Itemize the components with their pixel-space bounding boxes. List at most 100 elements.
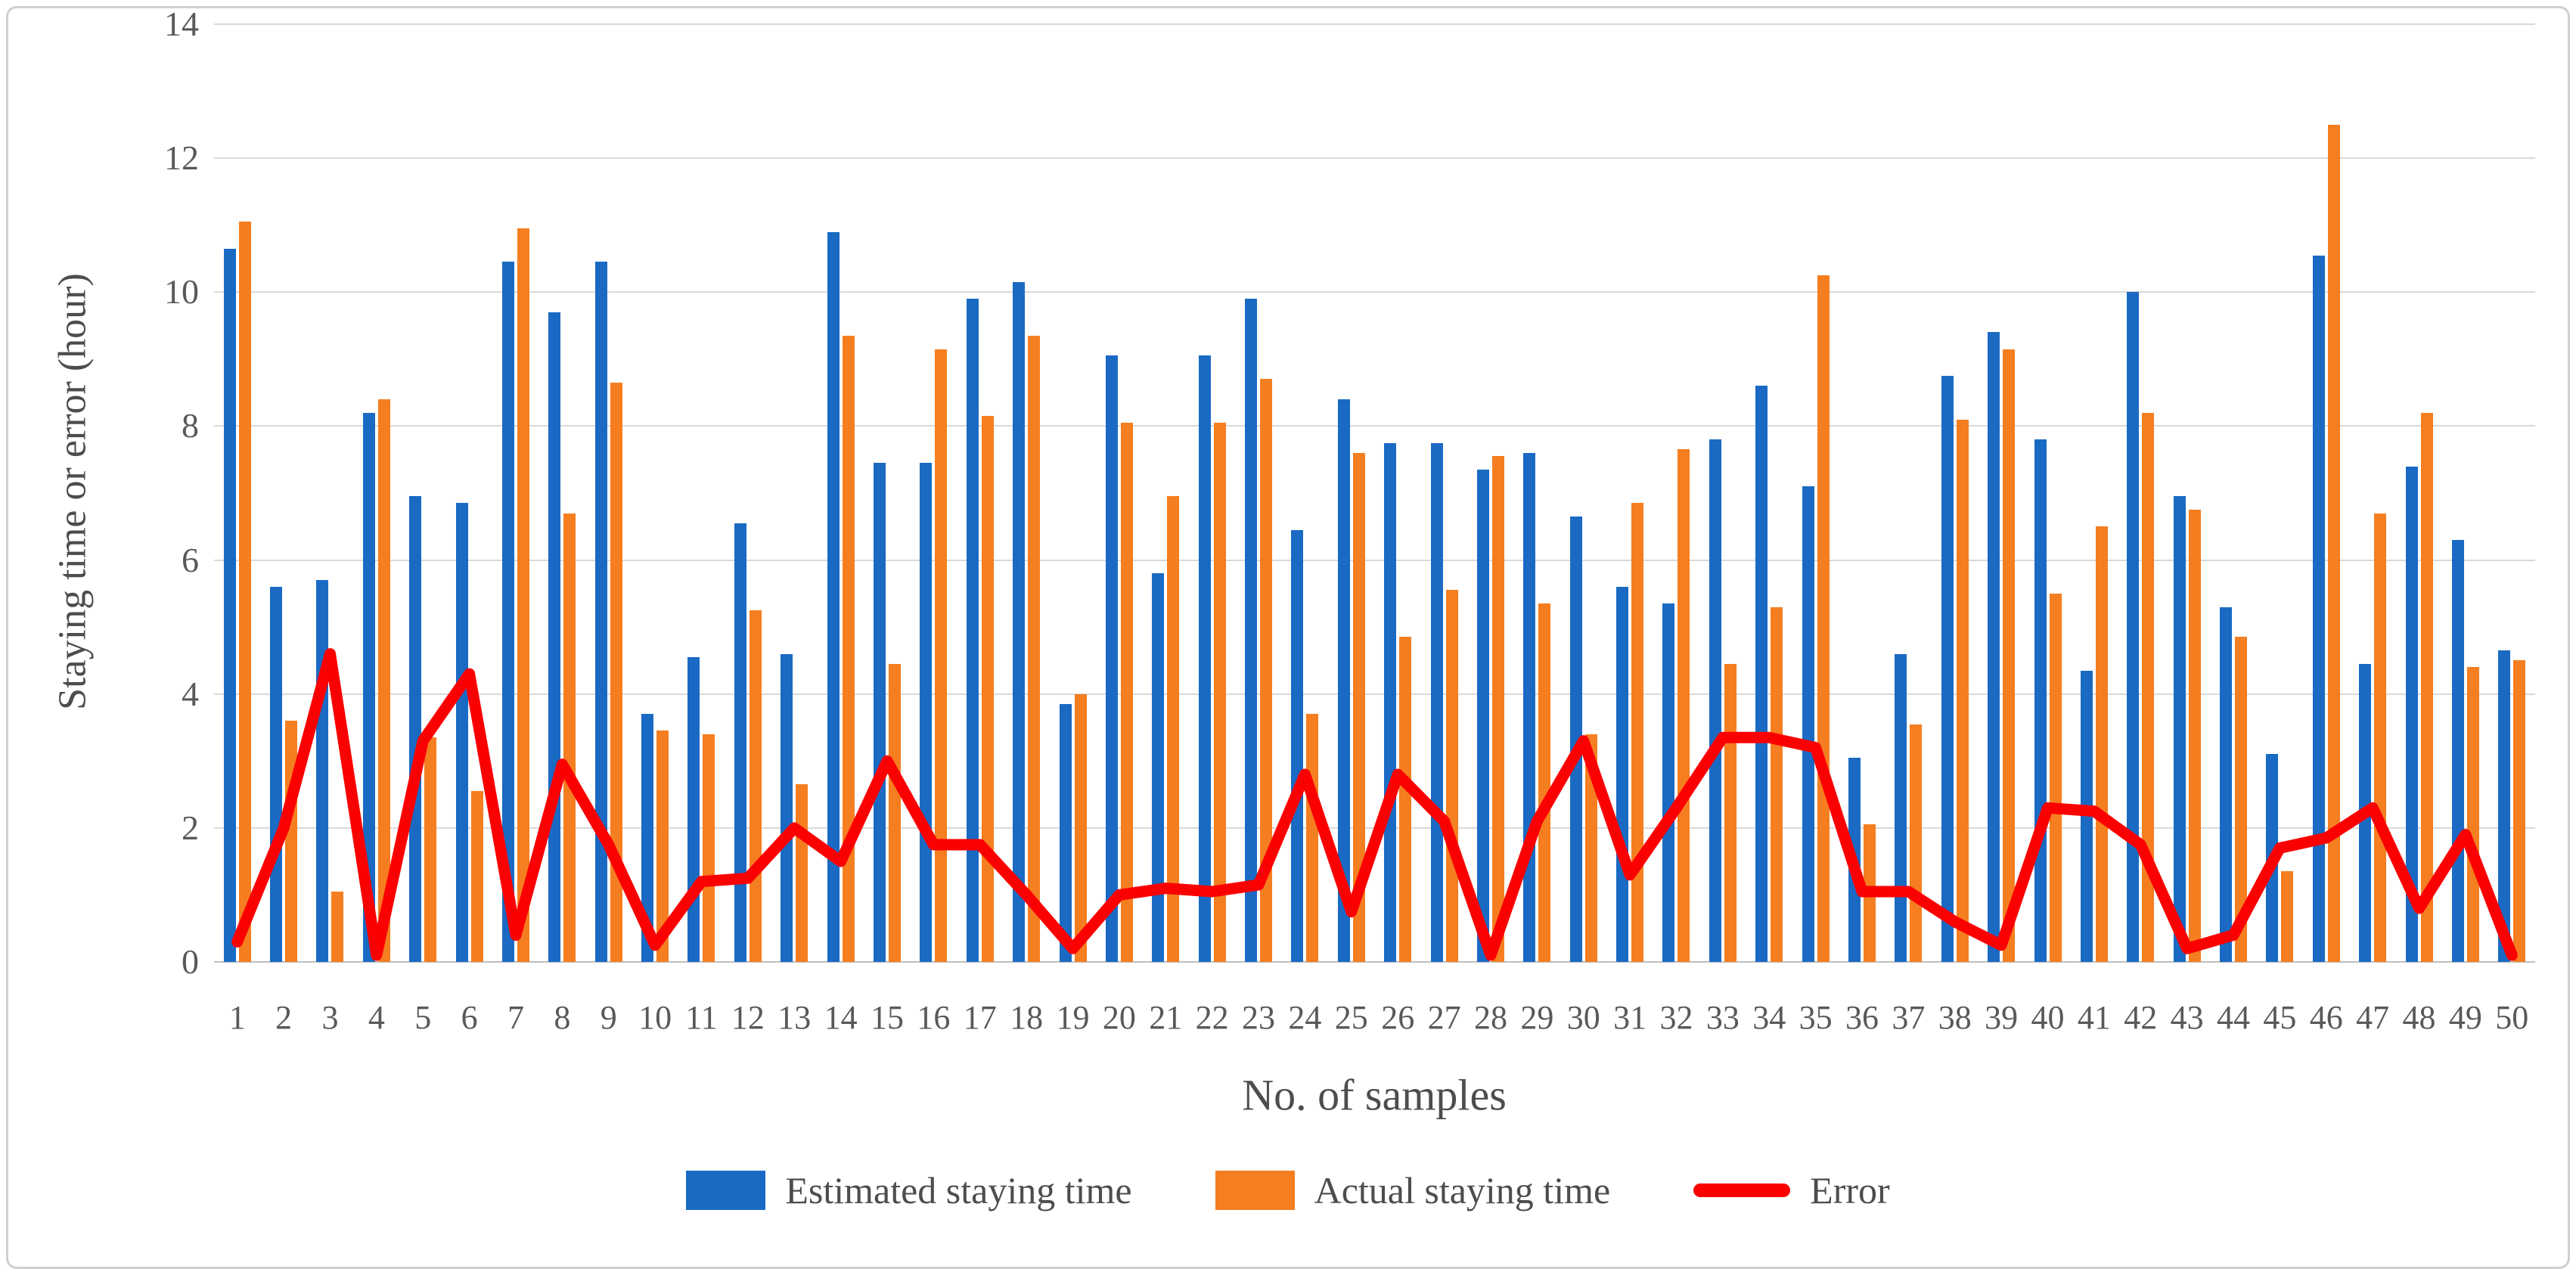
- bar-estimated-20: [1105, 355, 1118, 962]
- x-tick-label-10: 10: [638, 999, 672, 1036]
- x-tick-label-7: 7: [507, 999, 524, 1036]
- x-tick-label-23: 23: [1242, 999, 1276, 1036]
- x-tick-label-1: 1: [228, 999, 246, 1036]
- bar-actual-30: [1584, 734, 1597, 962]
- x-tick-label-44: 44: [2217, 999, 2251, 1036]
- x-tick-label-41: 41: [2077, 999, 2111, 1036]
- bar-actual-42: [2142, 412, 2155, 962]
- bar-estimated-30: [1569, 517, 1582, 962]
- bar-estimated-9: [594, 262, 607, 962]
- x-tick-label-8: 8: [554, 999, 571, 1036]
- x-tick-label-45: 45: [2263, 999, 2297, 1036]
- bar-actual-26: [1399, 637, 1412, 962]
- x-tick-label-15: 15: [871, 999, 904, 1036]
- bar-actual-25: [1352, 452, 1365, 962]
- legend-label-estimated: Estimated staying time: [785, 1169, 1132, 1211]
- bar-actual-38: [1956, 419, 1969, 962]
- bar-estimated-15: [874, 463, 886, 962]
- bar-estimated-19: [1059, 704, 1072, 962]
- y-tick-label-10: 10: [164, 272, 199, 312]
- x-tick-label-48: 48: [2402, 999, 2436, 1036]
- bar-actual-5: [424, 737, 437, 962]
- bar-estimated-14: [827, 231, 840, 962]
- y-tick-label-0: 0: [182, 942, 199, 981]
- bar-actual-34: [1771, 606, 1783, 962]
- bar-estimated-50: [2498, 650, 2511, 962]
- x-tick-label-25: 25: [1334, 999, 1368, 1036]
- x-tick-label-37: 37: [1892, 999, 1926, 1036]
- gridline-8: [214, 425, 2535, 427]
- y-tick-label-12: 12: [164, 138, 199, 178]
- x-tick-label-3: 3: [321, 999, 339, 1036]
- x-axis-title: No. of samples: [1242, 1070, 1507, 1120]
- bar-estimated-37: [1895, 653, 1907, 962]
- x-tick-label-29: 29: [1520, 999, 1554, 1036]
- legend-item-actual: Actual staying time: [1215, 1168, 1611, 1212]
- bar-estimated-44: [2220, 606, 2233, 962]
- bar-actual-21: [1167, 496, 1180, 962]
- x-tick-label-30: 30: [1566, 999, 1600, 1036]
- error-line: [231, 648, 2518, 961]
- y-axis-title: Staying time or error (hour): [51, 273, 95, 710]
- error-polyline: [231, 648, 2518, 961]
- bar-actual-50: [2513, 660, 2526, 962]
- y-tick-label-14: 14: [164, 5, 199, 43]
- x-tick-label-33: 33: [1705, 999, 1740, 1036]
- bar-estimated-28: [1476, 470, 1489, 962]
- y-tick-label-8: 8: [182, 406, 199, 445]
- bar-estimated-13: [781, 653, 793, 962]
- x-tick-label-43: 43: [2170, 999, 2204, 1036]
- x-tick-label-26: 26: [1381, 999, 1415, 1036]
- x-tick-label-46: 46: [2309, 999, 2343, 1036]
- bar-actual-20: [1120, 423, 1133, 962]
- x-tick-label-24: 24: [1288, 999, 1322, 1036]
- bar-estimated-23: [1245, 299, 1258, 962]
- bar-estimated-32: [1662, 603, 1675, 962]
- actual-swatch: [1215, 1171, 1295, 1210]
- gridline-14: [214, 23, 2535, 25]
- bar-actual-40: [2049, 593, 2062, 962]
- x-tick-label-50: 50: [2495, 999, 2529, 1036]
- bar-actual-10: [656, 731, 669, 962]
- legend-label-actual: Actual staying time: [1314, 1169, 1611, 1211]
- legend-item-estimated: Estimated staying time: [686, 1168, 1132, 1212]
- bar-actual-32: [1678, 449, 1690, 962]
- x-tick-label-34: 34: [1752, 999, 1786, 1036]
- plot-area: 0 2 4 6 8 10 12 14 1 2 3 4 5 6 7 8 9 10 11 12 13 14 15 16 17 18 19…: [164, 7, 2535, 1035]
- bar-actual-4: [377, 399, 390, 962]
- bar-estimated-18: [1013, 282, 1026, 962]
- bar-estimated-25: [1337, 399, 1350, 962]
- x-tick-label-39: 39: [1985, 999, 2019, 1036]
- bar-actual-6: [470, 791, 483, 962]
- estimated-swatch: [686, 1171, 766, 1210]
- bar-actual-46: [2327, 124, 2340, 962]
- bar-actual-18: [1028, 335, 1041, 962]
- bar-actual-48: [2420, 412, 2433, 962]
- bar-estimated-38: [1941, 376, 1954, 962]
- x-tick-label-9: 9: [600, 999, 617, 1036]
- x-tick-label-21: 21: [1149, 999, 1183, 1036]
- bar-estimated-34: [1755, 386, 1768, 962]
- bar-actual-17: [981, 416, 994, 962]
- bar-actual-11: [703, 734, 715, 962]
- bar-actual-45: [2281, 871, 2294, 962]
- gridline-4: [214, 693, 2535, 695]
- y-tick-label-4: 4: [182, 674, 199, 713]
- bar-estimated-33: [1709, 439, 1721, 962]
- x-tick-label-22: 22: [1195, 999, 1229, 1036]
- y-tick-label-6: 6: [182, 540, 199, 579]
- x-tick-label-19: 19: [1056, 999, 1090, 1036]
- x-tick-label-18: 18: [1010, 999, 1044, 1036]
- x-tick-label-5: 5: [414, 999, 432, 1036]
- bar-actual-44: [2235, 637, 2248, 962]
- x-tick-label-12: 12: [731, 999, 765, 1036]
- bar-estimated-24: [1291, 529, 1304, 962]
- x-tick-label-4: 4: [368, 999, 385, 1036]
- bar-estimated-17: [966, 299, 979, 962]
- bar-actual-29: [1538, 603, 1551, 962]
- legend: Estimated staying time Actual staying ti…: [0, 1168, 2576, 1212]
- bar-estimated-39: [1988, 332, 2000, 962]
- bar-actual-16: [935, 349, 948, 962]
- bar-estimated-26: [1384, 442, 1397, 962]
- bar-estimated-43: [2173, 496, 2186, 962]
